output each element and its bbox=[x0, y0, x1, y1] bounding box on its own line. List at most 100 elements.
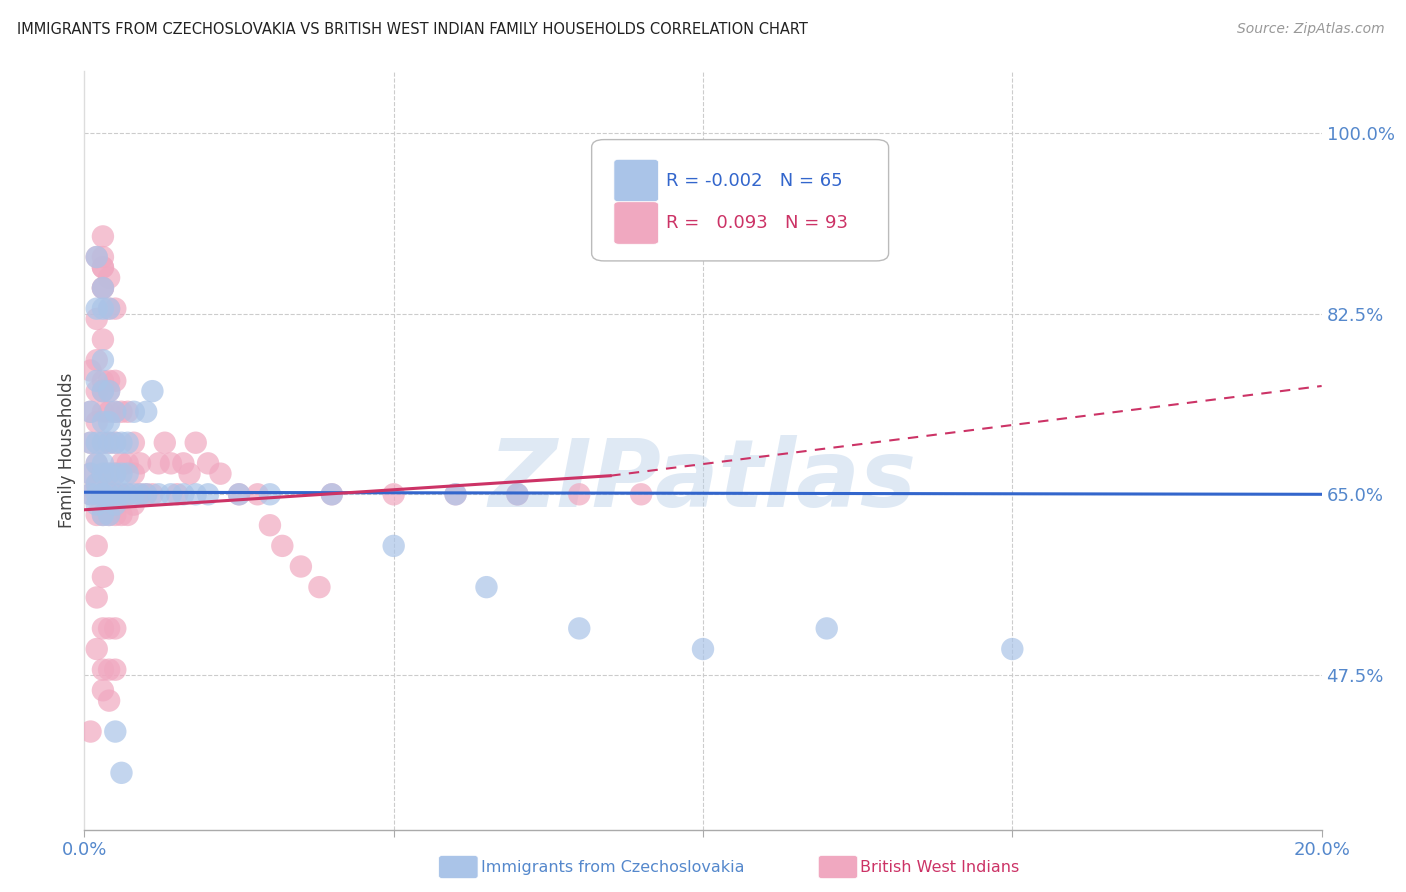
Point bbox=[98, 487, 121, 501]
Point bbox=[506, 487, 529, 501]
Point bbox=[86, 312, 108, 326]
Point bbox=[79, 467, 101, 481]
FancyBboxPatch shape bbox=[614, 160, 658, 202]
Point bbox=[129, 487, 152, 501]
Point bbox=[91, 508, 114, 522]
Point bbox=[692, 642, 714, 657]
Point bbox=[117, 487, 139, 501]
Point bbox=[104, 487, 127, 501]
Point bbox=[98, 663, 121, 677]
Point bbox=[179, 467, 201, 481]
Point bbox=[91, 333, 114, 347]
Point bbox=[110, 405, 132, 419]
Point bbox=[135, 405, 157, 419]
Point bbox=[98, 435, 121, 450]
Point bbox=[290, 559, 312, 574]
Point bbox=[86, 642, 108, 657]
Point bbox=[98, 621, 121, 635]
Point bbox=[86, 539, 108, 553]
Point bbox=[86, 477, 108, 491]
Point bbox=[321, 487, 343, 501]
Point bbox=[172, 487, 194, 501]
Point bbox=[86, 250, 108, 264]
Point bbox=[86, 435, 108, 450]
Point bbox=[91, 570, 114, 584]
Point bbox=[308, 580, 330, 594]
Point bbox=[91, 435, 114, 450]
Point bbox=[104, 724, 127, 739]
Point bbox=[110, 435, 132, 450]
Point bbox=[98, 508, 121, 522]
Point bbox=[86, 250, 108, 264]
Point bbox=[271, 539, 294, 553]
Point bbox=[86, 591, 108, 605]
Point bbox=[79, 487, 101, 501]
Point bbox=[79, 487, 101, 501]
Point bbox=[91, 281, 114, 295]
Point bbox=[91, 508, 114, 522]
Point bbox=[91, 229, 114, 244]
Point bbox=[444, 487, 467, 501]
Point bbox=[98, 374, 121, 388]
Text: Source: ZipAtlas.com: Source: ZipAtlas.com bbox=[1237, 22, 1385, 37]
Point bbox=[91, 250, 114, 264]
Point bbox=[91, 301, 114, 316]
Point bbox=[98, 384, 121, 399]
Point bbox=[91, 374, 114, 388]
Point bbox=[172, 456, 194, 470]
Point bbox=[79, 435, 101, 450]
Point bbox=[98, 384, 121, 399]
Point bbox=[122, 405, 145, 419]
Point bbox=[86, 477, 108, 491]
Point bbox=[91, 487, 114, 501]
Point bbox=[568, 621, 591, 635]
Point bbox=[197, 487, 219, 501]
Point bbox=[98, 415, 121, 429]
Point bbox=[91, 384, 114, 399]
Point bbox=[166, 487, 188, 501]
Point bbox=[91, 415, 114, 429]
Point bbox=[135, 487, 157, 501]
Point bbox=[382, 539, 405, 553]
Point bbox=[98, 435, 121, 450]
Point bbox=[160, 456, 183, 470]
Point bbox=[86, 415, 108, 429]
Point bbox=[259, 487, 281, 501]
Point bbox=[104, 435, 127, 450]
Point bbox=[122, 487, 145, 501]
Point bbox=[141, 487, 163, 501]
Point bbox=[79, 405, 101, 419]
Point bbox=[91, 487, 114, 501]
Point bbox=[79, 724, 101, 739]
Point bbox=[148, 456, 170, 470]
Point bbox=[630, 487, 652, 501]
Point bbox=[1001, 642, 1024, 657]
Point bbox=[506, 487, 529, 501]
Point bbox=[91, 467, 114, 481]
Point bbox=[91, 683, 114, 698]
Point bbox=[104, 301, 127, 316]
Point bbox=[98, 467, 121, 481]
Point bbox=[98, 270, 121, 285]
Point bbox=[86, 353, 108, 368]
Point bbox=[184, 435, 207, 450]
Point bbox=[86, 456, 108, 470]
Point bbox=[228, 487, 250, 501]
Point bbox=[91, 456, 114, 470]
Point bbox=[86, 384, 108, 399]
Point bbox=[98, 301, 121, 316]
Point bbox=[91, 621, 114, 635]
Point bbox=[91, 384, 114, 399]
Point bbox=[86, 374, 108, 388]
Point bbox=[117, 467, 139, 481]
FancyBboxPatch shape bbox=[592, 139, 889, 260]
Point bbox=[197, 456, 219, 470]
Point bbox=[110, 508, 132, 522]
Point bbox=[815, 621, 838, 635]
Point bbox=[98, 467, 121, 481]
Point bbox=[117, 435, 139, 450]
Point bbox=[122, 498, 145, 512]
Point bbox=[110, 456, 132, 470]
Point bbox=[98, 487, 121, 501]
Y-axis label: Family Households: Family Households bbox=[58, 373, 76, 528]
